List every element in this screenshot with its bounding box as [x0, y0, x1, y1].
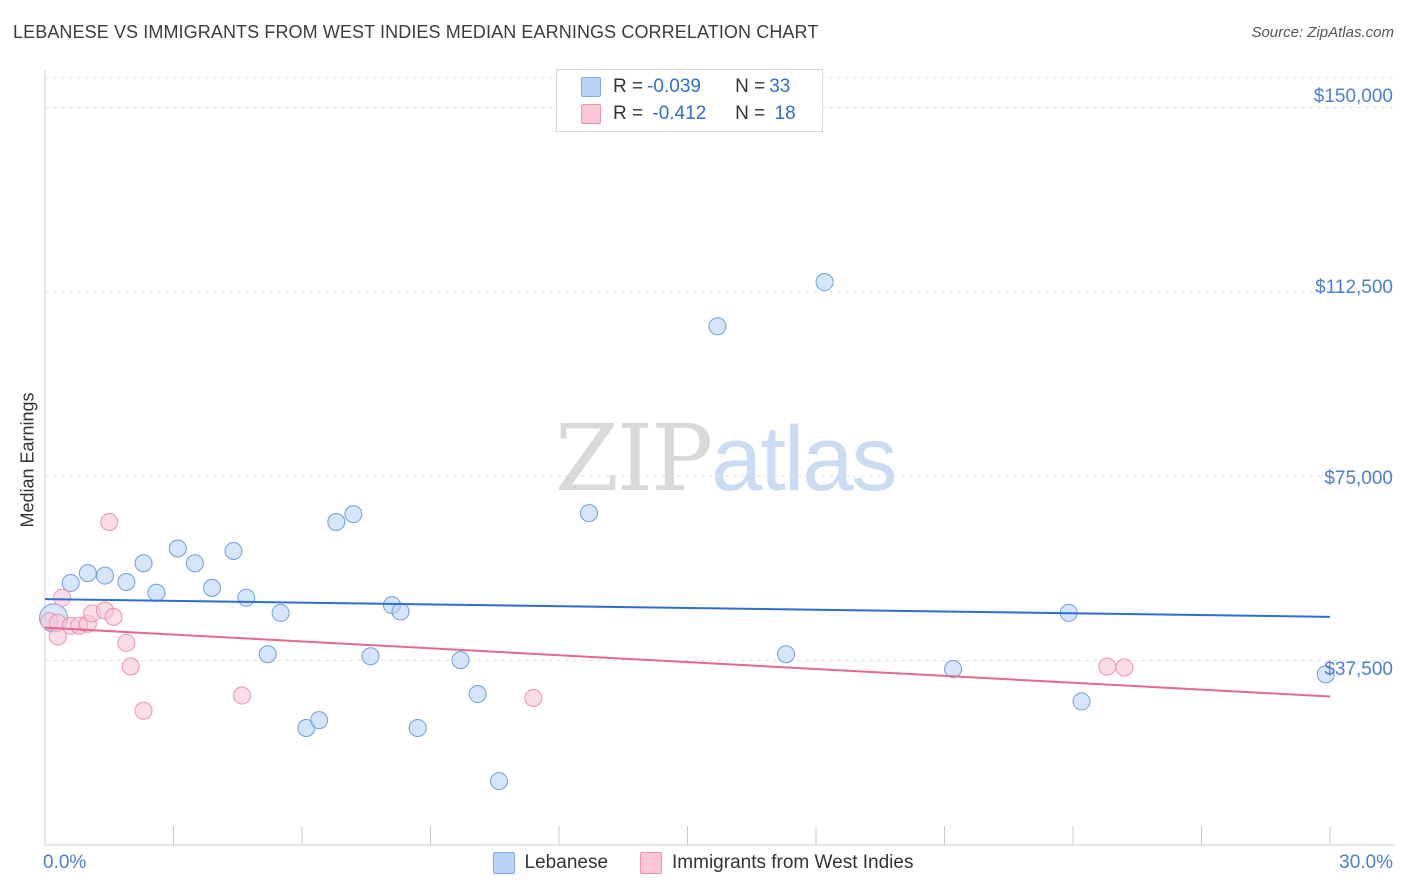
west-indies-point: [1115, 658, 1134, 677]
lebanese-point: [327, 512, 346, 531]
x-tick-label-min: 0.0%: [43, 852, 87, 873]
x-tick-label-max: 30.0%: [1339, 852, 1393, 873]
west-indies-point: [104, 607, 123, 626]
west-indies-trend-line: [44, 626, 1331, 698]
lebanese-point: [777, 645, 796, 664]
west-indies-swatch: [640, 852, 663, 874]
watermark-atlas: atlas: [711, 408, 897, 510]
lebanese-point: [185, 554, 204, 573]
stats-legend: R = -0.039 N = 33 R = -0.412 N = 18: [556, 69, 823, 132]
y-tick-label: $150,000: [1313, 86, 1393, 107]
west-indies-point: [117, 633, 136, 652]
west-indies-point: [53, 588, 72, 607]
n-label: N =: [735, 103, 766, 124]
lebanese-point: [95, 566, 114, 585]
legend-row-west-indies: R = -0.412 N = 18: [581, 102, 796, 126]
west-indies-point: [233, 686, 252, 705]
lebanese-point: [451, 651, 470, 670]
legend-label: Immigrants from West Indies: [672, 852, 914, 873]
lebanese-point: [117, 572, 136, 591]
r-value: -0.039: [647, 76, 701, 97]
lebanese-point: [258, 645, 277, 664]
west-indies-point: [524, 688, 543, 707]
lebanese-point: [344, 505, 363, 524]
lebanese-point: [147, 583, 166, 602]
y-tick-label: $75,000: [1324, 468, 1393, 489]
lebanese-point: [61, 573, 80, 592]
r-label: R =: [613, 76, 644, 97]
lebanese-point: [361, 647, 380, 666]
west-indies-point: [134, 701, 153, 720]
legend-label: Lebanese: [524, 852, 609, 873]
n-value: 33: [769, 76, 791, 97]
watermark: ZIPatlas: [555, 405, 898, 512]
lebanese-point: [708, 317, 727, 336]
y-tick-label: $37,500: [1324, 659, 1393, 680]
lebanese-point: [1316, 665, 1335, 684]
lebanese-trend-line: [44, 598, 1331, 618]
west-indies-swatch: [581, 104, 601, 124]
y-tick-label: $112,500: [1315, 277, 1393, 298]
lebanese-point: [1072, 692, 1091, 711]
lebanese-point: [271, 603, 290, 622]
source-label[interactable]: Source: ZipAtlas.com: [1251, 24, 1394, 41]
lebanese-point: [134, 554, 153, 573]
lebanese-point: [203, 578, 222, 597]
lebanese-point: [579, 504, 598, 523]
lebanese-point: [815, 273, 834, 292]
lebanese-swatch: [581, 77, 601, 97]
west-indies-point: [100, 512, 119, 531]
lebanese-point: [408, 718, 427, 737]
lebanese-point: [224, 541, 243, 560]
lebanese-point: [391, 602, 410, 621]
chart-title: LEBANESE VS IMMIGRANTS FROM WEST INDIES …: [13, 22, 819, 42]
lebanese-point: [310, 711, 329, 730]
watermark-zip: ZIP: [555, 405, 713, 512]
west-indies-point: [121, 657, 140, 676]
west-indies-point: [1098, 657, 1117, 676]
r-label: R =: [613, 103, 644, 124]
lebanese-point: [78, 564, 97, 583]
lebanese-point: [168, 539, 187, 558]
lebanese-point: [468, 685, 487, 704]
legend-item-west-indies[interactable]: Immigrants from West Indies: [640, 852, 913, 874]
legend-row-lebanese: R = -0.039 N = 33: [581, 75, 790, 99]
n-label: N =: [735, 76, 766, 97]
n-value: 18: [769, 103, 796, 124]
y-axis-label: Median Earnings: [17, 392, 38, 528]
lebanese-point: [490, 772, 509, 791]
legend-item-lebanese[interactable]: Lebanese: [492, 852, 609, 874]
lebanese-point: [944, 659, 963, 678]
series-legend: Lebanese Immigrants from West Indies: [0, 852, 1406, 874]
lebanese-swatch: [492, 852, 515, 874]
r-value: -0.412: [647, 103, 707, 124]
lebanese-point: [237, 588, 256, 607]
